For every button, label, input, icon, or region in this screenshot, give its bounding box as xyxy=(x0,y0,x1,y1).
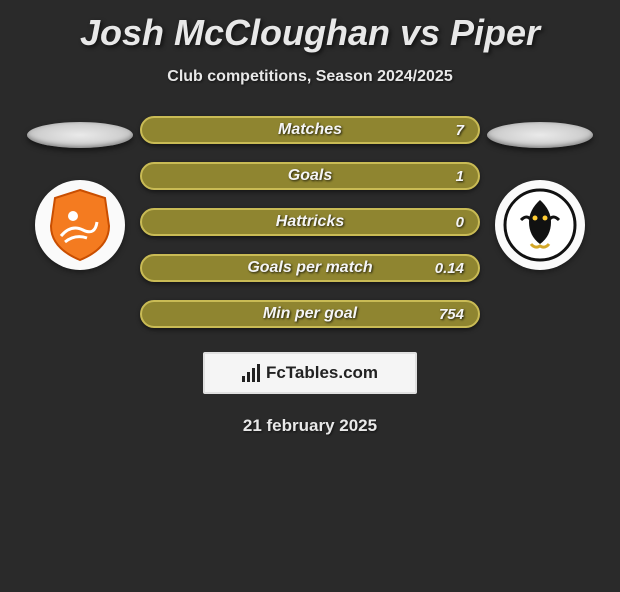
stat-value: 0.14 xyxy=(435,260,464,277)
right-team-crest xyxy=(495,180,585,270)
wellington-phoenix-icon xyxy=(501,186,579,264)
comparison-panel: Matches 7 Goals 1 Hattricks 0 Goals per … xyxy=(0,116,620,328)
left-player-col xyxy=(20,116,140,270)
stat-label: Hattricks xyxy=(276,213,344,231)
stat-value: 754 xyxy=(439,306,464,323)
stat-value: 7 xyxy=(456,122,464,139)
date-text: 21 february 2025 xyxy=(0,416,620,436)
stat-row: Hattricks 0 xyxy=(140,208,480,236)
right-player-col xyxy=(480,116,600,270)
stat-row: Goals 1 xyxy=(140,162,480,190)
stat-label: Matches xyxy=(278,121,342,139)
stat-row: Goals per match 0.14 xyxy=(140,254,480,282)
left-ellipse xyxy=(27,122,133,148)
subtitle: Club competitions, Season 2024/2025 xyxy=(0,68,620,86)
stat-value: 0 xyxy=(456,214,464,231)
page-title: Josh McCloughan vs Piper xyxy=(0,12,620,54)
brisbane-roar-icon xyxy=(41,186,119,264)
stat-label: Min per goal xyxy=(263,305,357,323)
stat-value: 1 xyxy=(456,168,464,185)
right-ellipse xyxy=(487,122,593,148)
stat-label: Goals xyxy=(288,167,332,185)
stats-list: Matches 7 Goals 1 Hattricks 0 Goals per … xyxy=(140,116,480,328)
stat-label: Goals per match xyxy=(247,259,372,277)
bar-chart-icon xyxy=(242,364,260,382)
stat-row: Min per goal 754 xyxy=(140,300,480,328)
brand-box: FcTables.com xyxy=(203,352,417,394)
left-team-crest xyxy=(35,180,125,270)
stat-row: Matches 7 xyxy=(140,116,480,144)
brand-name: FcTables.com xyxy=(266,363,378,383)
